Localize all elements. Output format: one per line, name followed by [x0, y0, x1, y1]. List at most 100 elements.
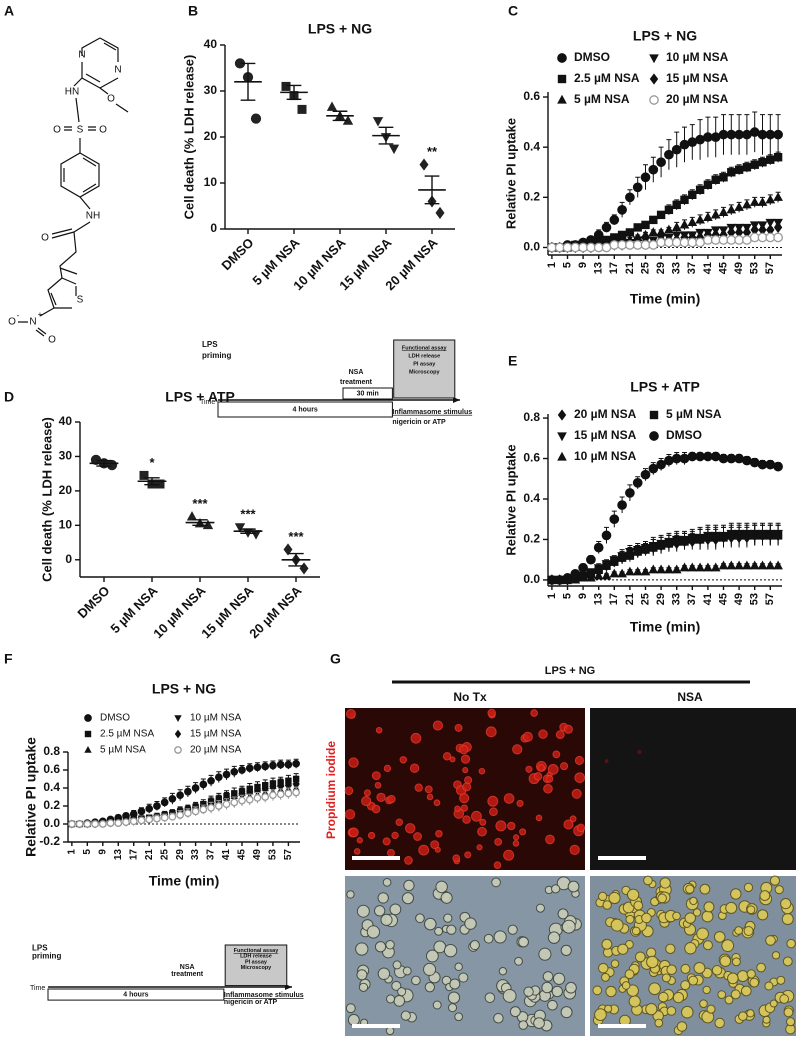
marker	[601, 242, 612, 253]
cell	[610, 918, 624, 932]
marker	[617, 568, 627, 578]
cell	[764, 981, 774, 991]
timeline-label: nigericin or ATP	[224, 999, 278, 1006]
cell	[353, 848, 361, 855]
y-tick-label: 0.2	[43, 798, 60, 812]
cell	[610, 959, 620, 968]
x-tick-label: 1	[67, 849, 78, 855]
cell	[432, 1000, 442, 1010]
annotation: ***	[240, 506, 256, 521]
x-tick-label: 29	[655, 593, 667, 605]
atom-label: S	[77, 125, 84, 136]
cell	[424, 981, 436, 993]
cell	[489, 807, 498, 817]
cell	[730, 888, 742, 900]
marker	[617, 240, 627, 250]
cell	[371, 804, 381, 814]
cell	[711, 965, 723, 976]
cell	[543, 783, 553, 794]
x-tick-label: 5	[561, 262, 573, 268]
legend-label: 10 µM NSA	[190, 713, 242, 724]
cell	[702, 985, 711, 995]
marker	[625, 228, 635, 237]
marker	[75, 820, 84, 828]
cell	[493, 1013, 504, 1024]
marker	[687, 237, 698, 248]
cell	[478, 767, 486, 775]
marker	[695, 451, 705, 462]
cell	[762, 1015, 771, 1024]
marker	[222, 770, 231, 779]
marker	[711, 229, 720, 241]
cell	[646, 955, 659, 969]
legend-label: 15 µM NSA	[190, 729, 242, 740]
cell	[672, 911, 681, 921]
atom-label: +	[38, 310, 43, 319]
marker	[129, 817, 138, 826]
cell	[714, 1017, 725, 1029]
timeline-label: nigericin or ATP	[392, 419, 446, 426]
cell	[402, 966, 412, 976]
error-bar	[286, 84, 302, 100]
marker	[137, 816, 146, 825]
legend-marker	[557, 94, 567, 104]
cell	[706, 1004, 716, 1014]
marker	[672, 200, 681, 210]
cell	[537, 764, 545, 772]
legend-marker	[84, 714, 92, 722]
x-tick-label: 57	[283, 849, 294, 861]
marker	[594, 565, 603, 575]
x-tick-label: 29	[655, 262, 667, 274]
cell	[410, 732, 422, 744]
legend-label: 5 µM NSA	[666, 407, 722, 421]
benzene-ring	[60, 152, 100, 198]
timeline-label: LPS	[202, 340, 218, 349]
cell	[367, 831, 376, 840]
cell	[769, 875, 781, 886]
marker	[648, 227, 659, 237]
marker	[632, 182, 643, 193]
marker	[719, 533, 728, 542]
marker	[742, 163, 752, 172]
marker	[765, 459, 776, 470]
marker	[734, 453, 744, 464]
marker	[773, 192, 783, 201]
wait-box	[342, 387, 393, 400]
cell	[786, 938, 796, 949]
marker	[734, 560, 744, 570]
cell	[625, 914, 635, 924]
marker	[625, 240, 635, 250]
marker	[245, 795, 254, 804]
marker	[726, 453, 737, 464]
timeline-label: PI assay	[413, 361, 436, 367]
legend-marker	[649, 431, 659, 441]
cell	[645, 1003, 658, 1016]
cell	[395, 818, 403, 826]
cell	[356, 904, 370, 918]
cell	[721, 939, 735, 953]
marker	[750, 224, 759, 236]
cell	[628, 995, 641, 1008]
marker	[145, 815, 154, 824]
marker	[664, 149, 674, 160]
marker	[186, 511, 198, 521]
marker	[695, 237, 705, 248]
y-tick-label: 30	[59, 449, 73, 463]
timeline-label: 4 hours	[293, 406, 318, 413]
marker	[139, 470, 149, 480]
marker	[656, 564, 666, 574]
cell	[736, 970, 749, 983]
marker	[326, 101, 338, 111]
legend-label: 20 µM NSA	[666, 92, 729, 106]
cell	[676, 1021, 688, 1032]
cell	[776, 975, 786, 985]
cell	[779, 994, 790, 1004]
cell	[637, 750, 642, 754]
bond	[73, 77, 129, 113]
cell	[665, 943, 676, 954]
marker	[640, 566, 651, 576]
cell	[495, 820, 507, 832]
cell	[443, 944, 458, 958]
marker	[664, 237, 674, 248]
cell	[469, 940, 480, 951]
